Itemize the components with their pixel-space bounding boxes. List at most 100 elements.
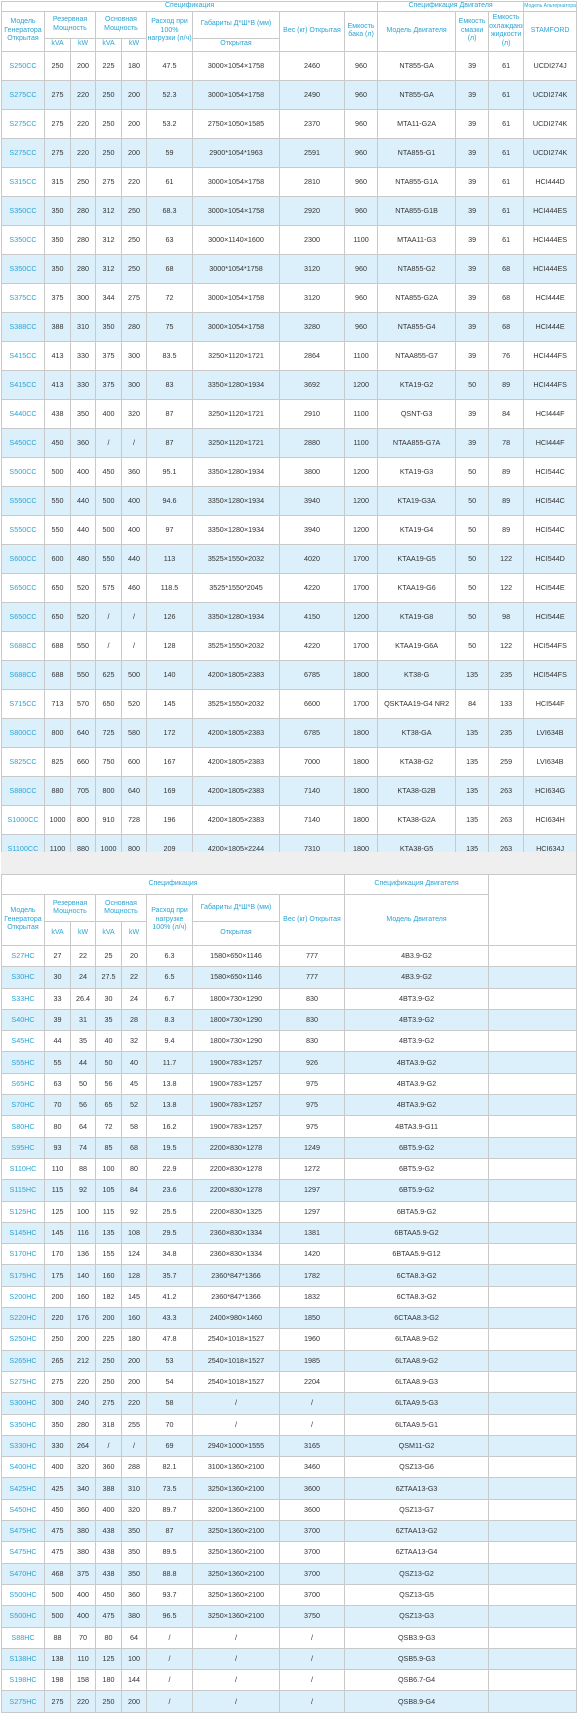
model-link[interactable]: S800CC — [1, 717, 45, 748]
model-link[interactable]: S350CC — [1, 195, 45, 226]
model-link[interactable]: S27HC — [1, 944, 45, 968]
model-link[interactable]: S33HC — [1, 987, 45, 1010]
model-link[interactable]: S388CC — [1, 311, 45, 342]
table-cell: QSNT-G3 — [377, 398, 457, 429]
model-link[interactable]: S65HC — [1, 1072, 45, 1096]
model-link[interactable]: S600CC — [1, 543, 45, 574]
table-row: S415CC 413 330 375 300 83.5 3250×1120×1721 2864… — [1, 340, 577, 371]
model-link[interactable]: S275HC — [1, 1370, 45, 1394]
model-link[interactable]: S350CC — [1, 253, 45, 284]
model-link[interactable]: S145HC — [1, 1221, 45, 1245]
model-link[interactable]: S220HC — [1, 1307, 45, 1330]
model-link[interactable]: S350CC — [1, 224, 45, 255]
model-link[interactable]: S250HC — [1, 1328, 45, 1351]
model-link[interactable]: S400HC — [1, 1456, 45, 1479]
model-link[interactable]: S450HC — [1, 1498, 45, 1522]
standby-power-header: Резервная Мощность — [44, 894, 96, 922]
model-link[interactable]: S1000CC — [1, 804, 45, 835]
table-cell: 43.3 — [146, 1307, 193, 1330]
table-separator — [1, 852, 576, 874]
model-link[interactable]: S138HC — [1, 1647, 45, 1671]
model-link[interactable]: S275CC — [1, 137, 45, 168]
table-cell: KTA19-G2 — [377, 369, 457, 400]
model-link[interactable]: S198HC — [1, 1669, 45, 1692]
model-link[interactable]: S300HC — [1, 1392, 45, 1415]
model-link[interactable]: S500CC — [1, 456, 45, 487]
table-cell: 3350×1280×1934 — [192, 456, 280, 487]
model-link[interactable]: S200HC — [1, 1285, 45, 1309]
table-cell: 68 — [488, 311, 525, 342]
model-link[interactable]: S715CC — [1, 688, 45, 719]
table-cell: / — [278, 1647, 346, 1671]
table-cell: 39 — [455, 108, 490, 139]
table-cell: 110 — [70, 1647, 96, 1671]
model-link[interactable]: S350HC — [1, 1413, 45, 1436]
model-link[interactable]: S330HC — [1, 1434, 45, 1458]
model-link[interactable]: S45HC — [1, 1030, 45, 1053]
model-link[interactable]: S315CC — [1, 166, 45, 197]
table-cell: 1100 — [343, 398, 379, 429]
model-link[interactable]: S275CC — [1, 108, 45, 139]
table-cell: 6785 — [279, 717, 345, 748]
model-link[interactable]: S275HC — [1, 1690, 45, 1713]
model-link[interactable]: S170HC — [1, 1243, 45, 1266]
table-cell: 6BTAA5.9-G12 — [344, 1243, 490, 1266]
model-link[interactable]: S475HC — [1, 1541, 45, 1564]
model-link[interactable]: S40HC — [1, 1008, 45, 1032]
empty-cell — [488, 1690, 577, 1713]
model-link[interactable]: S265HC — [1, 1349, 45, 1372]
model-link[interactable]: S250CC — [1, 50, 45, 81]
model-link[interactable]: S825CC — [1, 746, 45, 777]
table-cell: 35.7 — [146, 1264, 193, 1287]
model-link[interactable]: S500HC — [1, 1583, 45, 1607]
model-link[interactable]: S110HC — [1, 1157, 45, 1181]
table-cell: 350 — [121, 1520, 147, 1543]
table-cell: 688 — [44, 659, 71, 690]
model-link[interactable]: S95HC — [1, 1136, 45, 1159]
table-cell: 1800 — [343, 717, 379, 748]
model-link[interactable]: S88HC — [1, 1626, 45, 1649]
table-cell: 960 — [343, 282, 379, 313]
table-cell: 6600 — [279, 688, 345, 719]
model-link[interactable]: S175HC — [1, 1264, 45, 1287]
model-link[interactable]: S650CC — [1, 601, 45, 632]
model-link[interactable]: S500HC — [1, 1605, 45, 1628]
table-cell: 440 — [121, 543, 147, 574]
model-link[interactable]: S55HC — [1, 1051, 45, 1074]
table-cell: 145 — [146, 688, 193, 719]
model-link[interactable]: S30HC — [1, 966, 45, 989]
table-cell: 1100 — [343, 224, 379, 255]
model-link[interactable]: S375CC — [1, 282, 45, 313]
model-link[interactable]: S880CC — [1, 775, 45, 806]
model-link[interactable]: S688CC — [1, 659, 45, 690]
table-cell: 1700 — [343, 572, 379, 603]
model-link[interactable]: S440CC — [1, 398, 45, 429]
table-cell: 22 — [121, 966, 147, 989]
model-link[interactable]: S80HC — [1, 1115, 45, 1138]
model-link[interactable]: S115HC — [1, 1179, 45, 1202]
model-link[interactable]: S450CC — [1, 427, 45, 458]
model-link[interactable]: S415CC — [1, 369, 45, 400]
model-link[interactable]: S470HC — [1, 1562, 45, 1585]
table-cell: 4B3.9-G2 — [344, 944, 490, 968]
table-cell: 39 — [455, 398, 490, 429]
model-link[interactable]: S275CC — [1, 79, 45, 110]
model-link[interactable]: S475HC — [1, 1520, 45, 1543]
table-cell: 1800 — [343, 659, 379, 690]
model-link[interactable]: S550CC — [1, 485, 45, 516]
model-link[interactable]: S688CC — [1, 630, 45, 661]
model-link[interactable]: S125HC — [1, 1200, 45, 1223]
model-link[interactable]: S415CC — [1, 340, 45, 371]
model-link[interactable]: S650CC — [1, 572, 45, 603]
table-cell: 360 — [70, 427, 96, 458]
model-link[interactable]: S550CC — [1, 514, 45, 545]
table-cell: 825 — [44, 746, 71, 777]
model-link[interactable]: S425HC — [1, 1477, 45, 1500]
table-cell: 27 — [44, 944, 71, 968]
table-row: S825CC 825 660 750 600 167 4200×1805×2383 7000 1… — [1, 746, 577, 777]
table-cell: 960 — [343, 108, 379, 139]
table-cell: HCI444D — [523, 166, 577, 197]
table-cell: 125 — [44, 1200, 71, 1223]
model-link[interactable]: S70HC — [1, 1094, 45, 1117]
table-cell: 6LTAA8.9-G2 — [344, 1328, 490, 1351]
